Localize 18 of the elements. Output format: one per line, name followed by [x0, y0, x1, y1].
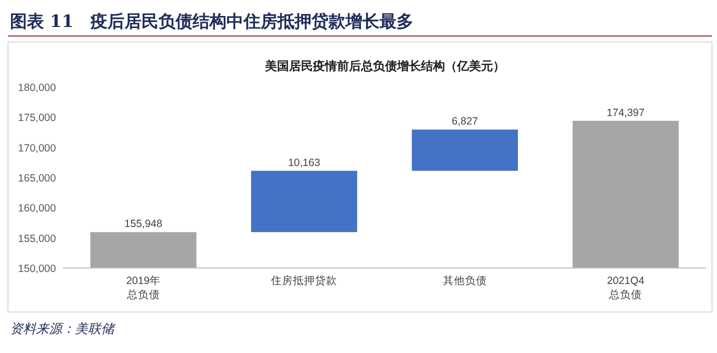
- text: 资料来源：美联储: [10, 321, 116, 337]
- chart-subtitle: 美国居民疫情前后总负债增长结构（亿美元）: [264, 59, 505, 73]
- y-tick-label: 175,000: [18, 112, 56, 124]
- y-tick-label: 170,000: [18, 142, 56, 154]
- data-label: 6,827: [452, 116, 478, 128]
- y-tick-label: 180,000: [18, 82, 56, 94]
- x-tick-label: 2019年总负债: [126, 275, 161, 301]
- y-tick-label: 165,000: [18, 172, 56, 184]
- x-tick-label: 住房抵押贷款: [271, 274, 338, 287]
- data-label: 174,397: [606, 106, 645, 119]
- y-tick-label: 155,000: [18, 232, 56, 245]
- data-label: 155,948: [124, 218, 163, 230]
- y-tick-label: 160,000: [18, 202, 56, 215]
- x-tick-label: 其他负债: [442, 274, 487, 287]
- data-label: 10,163: [288, 156, 320, 169]
- chart-title: 图表 11 疫后居民负债结构中住房抵押贷款增长最多: [10, 12, 414, 32]
- x-tick-label: 2021Q4总负债: [606, 275, 644, 301]
- y-tick-label: 150,000: [18, 263, 56, 275]
